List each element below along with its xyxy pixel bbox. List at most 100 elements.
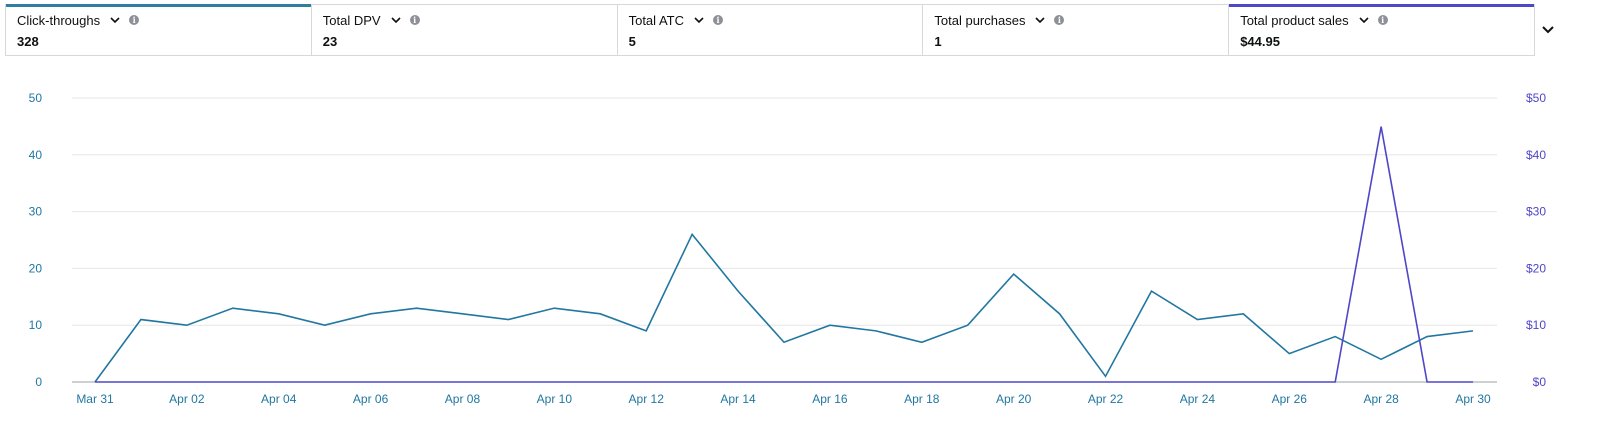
data-point — [93, 380, 97, 384]
metric-header: Click-throughs i — [17, 12, 300, 28]
data-point — [1149, 289, 1153, 293]
info-icon[interactable]: i — [409, 15, 420, 25]
data-point — [277, 380, 281, 384]
expand-metrics-button[interactable] — [1538, 22, 1558, 38]
metric-value: 23 — [322, 34, 338, 49]
chevron-down-icon[interactable] — [1034, 14, 1046, 26]
data-point — [1471, 380, 1475, 384]
metric-label: Total DPV — [322, 12, 381, 28]
metric-card-1[interactable]: Total DPV i 23 — [311, 5, 618, 55]
metric-label: Total product sales — [1240, 12, 1349, 28]
data-point — [736, 289, 740, 293]
data-point — [460, 312, 464, 316]
metric-selected-indicator — [6, 4, 311, 7]
metric-value: 1 — [934, 34, 942, 49]
metric-value: $44.95 — [1240, 34, 1280, 49]
data-point — [736, 380, 740, 384]
metric-card-3[interactable]: Total purchases i 1 — [923, 5, 1230, 55]
metric-cards: Click-throughs i 328 Total DPV i 23 Total ATC i… — [5, 4, 1535, 56]
y-right-tick-label: $20 — [1526, 261, 1546, 275]
data-point — [231, 380, 235, 384]
data-point — [644, 380, 648, 384]
metric-label: Total purchases — [934, 12, 1026, 28]
data-point — [1104, 374, 1108, 378]
chevron-down-icon[interactable] — [1358, 14, 1370, 26]
data-point — [828, 380, 832, 384]
data-point — [1241, 312, 1245, 316]
metric-card-4[interactable]: Total product sales i $44.95 — [1229, 4, 1534, 55]
metric-card-0[interactable]: Click-throughs i 328 — [6, 4, 312, 55]
metric-header: Total DPV i — [323, 12, 606, 28]
data-point — [782, 380, 786, 384]
data-point — [1241, 380, 1245, 384]
data-point — [506, 318, 510, 322]
data-point — [1425, 380, 1429, 384]
data-point — [1195, 318, 1199, 322]
series-line — [94, 232, 1474, 383]
data-point — [598, 312, 602, 316]
x-tick-label: Apr 14 — [720, 392, 756, 406]
data-point — [1333, 380, 1337, 384]
data-point — [552, 306, 556, 310]
chevron-down-icon[interactable] — [390, 14, 402, 26]
data-point — [185, 323, 189, 327]
data-point — [231, 306, 235, 310]
data-point — [1287, 380, 1291, 384]
data-point — [1104, 380, 1108, 384]
x-tick-label: Apr 18 — [904, 392, 940, 406]
y-left-tick-label: 20 — [29, 261, 43, 275]
x-tick-label: Apr 26 — [1272, 392, 1308, 406]
grid-lines — [72, 97, 1497, 326]
metric-header: Total ATC i — [629, 12, 912, 28]
data-point — [1012, 380, 1016, 384]
data-point — [920, 340, 924, 344]
y-left-tick-label: 30 — [29, 205, 43, 219]
chevron-down-icon[interactable] — [693, 14, 705, 26]
y-left-tick-label: 50 — [29, 91, 43, 105]
metric-header: Total product sales i — [1240, 12, 1523, 28]
data-point — [1012, 272, 1016, 276]
chevron-down-icon[interactable] — [109, 14, 121, 26]
data-point — [1058, 380, 1062, 384]
data-point — [1149, 380, 1153, 384]
data-point — [690, 380, 694, 384]
data-point — [966, 323, 970, 327]
x-tick-label: Mar 31 — [76, 392, 114, 406]
x-tick-label: Apr 16 — [812, 392, 848, 406]
data-point — [874, 380, 878, 384]
y-right-tick-label: $50 — [1526, 91, 1546, 105]
info-icon[interactable]: i — [712, 15, 723, 25]
y-right-tick-label: $0 — [1533, 375, 1547, 389]
info-icon[interactable]: i — [1377, 15, 1388, 25]
series-line — [95, 126, 1473, 383]
data-point — [782, 340, 786, 344]
x-tick-label: Apr 12 — [629, 392, 665, 406]
x-tick-label: Apr 24 — [1180, 392, 1216, 406]
data-point — [1379, 125, 1383, 129]
info-icon[interactable]: i — [129, 15, 140, 25]
info-icon[interactable]: i — [1054, 15, 1065, 25]
metric-label: Click-throughs — [17, 12, 101, 28]
metric-value: 328 — [17, 34, 39, 49]
data-point — [369, 380, 373, 384]
data-point — [598, 380, 602, 384]
data-point — [185, 380, 189, 384]
data-point — [690, 232, 694, 236]
y-right-tick-label: $30 — [1526, 205, 1546, 219]
y-left-tick-label: 10 — [29, 318, 43, 332]
metric-value: 5 — [628, 34, 636, 49]
x-tick-label: Apr 06 — [353, 392, 389, 406]
y-right-tick-label: $10 — [1526, 318, 1546, 332]
data-point — [415, 380, 419, 384]
data-point — [1379, 357, 1383, 361]
metric-header: Total purchases i — [934, 12, 1217, 28]
data-point — [1058, 312, 1062, 316]
data-point — [323, 323, 327, 327]
y-left-tick-label: 0 — [35, 375, 42, 389]
x-tick-label: Apr 10 — [537, 392, 573, 406]
metric-label: Total ATC — [628, 12, 684, 28]
metric-selected-indicator — [1229, 4, 1534, 7]
x-tick-label: Apr 04 — [261, 392, 297, 406]
metric-card-2[interactable]: Total ATC i 5 — [617, 5, 924, 55]
